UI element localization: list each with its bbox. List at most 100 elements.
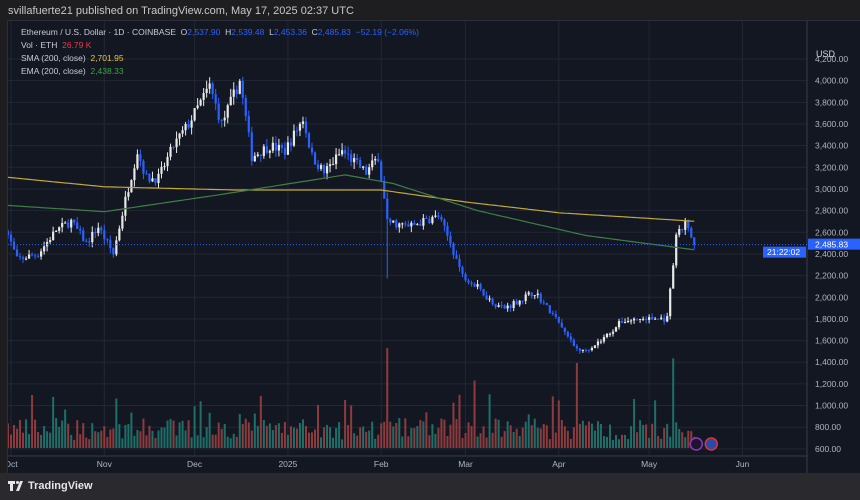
volume-bar [16,428,19,448]
volume-bar [368,430,371,448]
volume-bar [295,428,298,448]
candle-body [301,121,305,124]
volume-bar [338,422,341,448]
price-tick-label: 2,400.00 [815,249,848,259]
candle-body [21,257,25,259]
candle-body [407,224,410,227]
candle-body [187,123,190,128]
tradingview-logo-icon [8,481,23,491]
volume-bar [217,422,220,448]
candle-body [18,256,22,258]
candle-body [575,345,578,349]
volume-bar [73,439,76,448]
candle-body [118,228,121,241]
price-chart[interactable]: 600.00 800.00 1,000.00 1,200.00 1,400.00 1,60… [8,21,860,474]
volume-bar [386,348,389,448]
volume-bar [374,438,377,448]
price-tick-label: 3,600.00 [815,119,848,129]
candle-body [295,130,299,132]
candle-body [259,154,262,156]
candle-body [331,164,335,166]
candle-body [223,117,226,121]
lightning-event-icon[interactable] [689,437,704,451]
volume-bar [660,438,663,448]
candle-body [500,305,503,307]
time-tick-label: Dec [187,459,203,469]
candle-body [142,160,145,174]
candle-body [277,144,280,151]
volume-legend[interactable]: Vol · ETH 26.79 K [21,40,91,50]
candle-body [313,152,317,165]
candle-body [169,146,172,157]
us-flag-event-icon[interactable] [704,437,719,451]
candle-body [684,221,687,230]
candle-body [82,230,85,242]
volume-bar [82,423,85,448]
open-label: O [180,27,188,37]
candle-body [614,327,618,332]
volume-bar [124,425,127,448]
candle-body [449,235,452,244]
volume-bar [112,428,115,448]
candle-body [368,167,371,175]
volume-bar [530,425,533,448]
candle-body [163,166,166,168]
currency-label[interactable]: USD [815,49,835,59]
candle-body [286,142,290,155]
volume-bar [326,424,329,448]
volume-bar [608,424,611,448]
candle-body [127,192,130,197]
volume-bar [590,423,593,448]
price-tick-label: 2,200.00 [815,271,848,281]
volume-bar [317,404,320,448]
volume-bar [253,413,256,448]
candle-body [289,142,293,146]
candle-body [139,154,142,161]
volume-bar [383,421,386,448]
candle-body [593,345,597,348]
candle-body [413,222,416,225]
candle-body [136,154,139,169]
candle-body [124,196,127,216]
candle-body [319,165,323,169]
candle-body [253,155,256,162]
candle-body [202,93,205,100]
candle-body [85,241,88,243]
candle-body [557,316,560,323]
candle-body [30,254,34,256]
volume-bar [184,430,187,448]
sma-value: 2,701.95 [90,53,124,63]
candle-body [687,221,690,229]
volume-bar [85,437,88,448]
candle-body [455,255,458,259]
volume-bar [106,437,109,448]
candle-body [241,80,244,99]
price-tick-label: 3,000.00 [815,184,848,194]
volume-bar [37,431,40,448]
sma-legend[interactable]: SMA (200, close) 2,701.95 [21,53,124,63]
volume-bar [178,422,181,448]
volume-bar [256,425,259,448]
time-tick-label: Oct [8,459,18,469]
candle-body [548,305,551,313]
candle-body [154,178,157,184]
candle-body [133,168,136,181]
volume-bar [587,421,590,448]
volume-bar [235,436,238,448]
candle-body [160,166,163,174]
candle-body [344,150,347,154]
volume-bar [651,423,654,448]
volume-bar [10,434,12,448]
volume-bar [142,418,145,448]
candle-body [325,166,329,174]
ema-legend[interactable]: EMA (200, close) 2,438.33 [21,66,124,76]
volume-bar [46,431,49,448]
candle-body [410,222,413,227]
tradingview-logo[interactable]: TradingView [8,480,93,492]
volume-bar [301,419,304,448]
chart-pane[interactable]: 600.00 800.00 1,000.00 1,200.00 1,400.00 1,60… [7,20,860,474]
symbol-title[interactable]: Ethereum / U.S. Dollar · 1D · COINBASE [21,27,176,37]
volume-bar [148,425,151,448]
volume-bar [353,433,356,448]
candle-body [401,223,404,225]
